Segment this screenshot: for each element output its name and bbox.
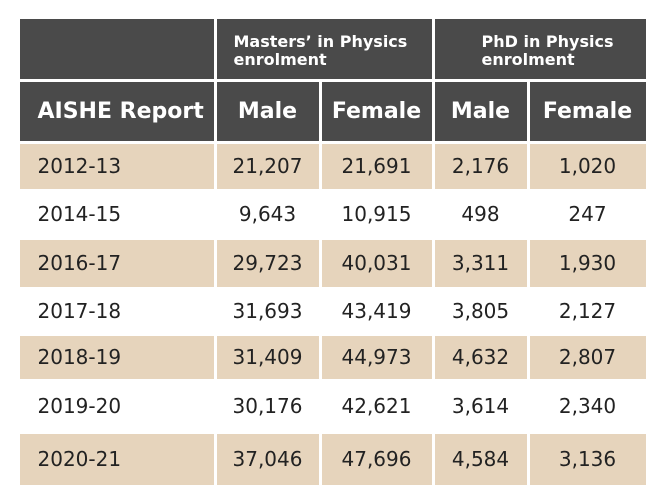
table-cell-text: 42,621: [341, 394, 412, 418]
table-cell: 4,584: [434, 433, 527, 485]
row-label-text: 2020-21: [37, 447, 122, 471]
table-cell-text: 40,031: [341, 251, 412, 275]
table-cell-text: 47,696: [341, 447, 412, 471]
table-cell: 29,723: [216, 239, 319, 287]
row-label-text: 2014-15: [37, 202, 122, 226]
header-blank: [19, 18, 214, 79]
table-cell-text: 2,340: [558, 394, 617, 418]
column-header: Female: [321, 81, 432, 141]
table-cell-text: 1,930: [558, 251, 617, 275]
table-cell-text: 31,409: [232, 345, 303, 369]
table-cell-text: 30,176: [232, 394, 303, 418]
group-header: PhD in Physics enrolment: [434, 18, 646, 79]
table-cell: 247: [530, 192, 646, 237]
table-cell: 31,693: [217, 290, 319, 333]
row-label: 2018-19: [19, 335, 214, 379]
group-header: Masters’ in Physics enrolment: [216, 18, 432, 79]
row-label: 2020-21: [19, 433, 214, 485]
table-cell: 43,419: [322, 290, 432, 333]
row-label-text: 2018-19: [37, 345, 122, 369]
table-cell-text: 3,805: [451, 299, 510, 323]
group-header-text: Masters’ in Physics enrolment: [233, 31, 408, 69]
table-cell: 9,643: [217, 192, 319, 237]
table-cell-text: 43,419: [341, 299, 412, 323]
table-cell: 2,176: [434, 143, 527, 189]
table-cell-text: 44,973: [341, 345, 412, 369]
table-cell: 37,046: [216, 433, 319, 485]
table-cell-text: 21,691: [341, 154, 412, 178]
table-cell-text: 29,723: [232, 251, 303, 275]
table-cell-text: 3,311: [451, 251, 510, 275]
table-cell-text: 247: [568, 202, 607, 226]
row-label: 2017-18: [20, 290, 214, 333]
table-cell-text: 1,020: [558, 154, 617, 178]
table-cell: 3,136: [529, 433, 646, 485]
table-cell-text: 9,643: [238, 202, 297, 226]
table-cell: 10,915: [322, 192, 432, 237]
table-cell-text: 10,915: [341, 202, 412, 226]
column-header-text: Male: [237, 98, 298, 124]
row-label-text: 2016-17: [37, 251, 122, 275]
column-header-text: Female: [542, 98, 633, 124]
table-cell: 40,031: [321, 239, 432, 287]
row-label: 2014-15: [20, 192, 214, 237]
column-header: Male: [216, 81, 319, 141]
row-label-text: 2019-20: [37, 394, 122, 418]
table-cell: 3,805: [435, 290, 527, 333]
row-label: 2016-17: [19, 239, 214, 287]
table-cell: 1,930: [529, 239, 646, 287]
table-cell-text: 2,807: [558, 345, 617, 369]
table-cell-text: 2,176: [451, 154, 510, 178]
row-label-text: 2012-13: [37, 154, 122, 178]
table-cell: 3,614: [435, 382, 527, 431]
table-cell-text: 3,614: [451, 394, 510, 418]
row-label: 2012-13: [19, 143, 214, 189]
row-label-text: 2017-18: [37, 299, 122, 323]
table-cell: 2,340: [530, 382, 646, 431]
table-cell-text: 4,632: [451, 345, 510, 369]
table-cell: 1,020: [529, 143, 646, 189]
table-cell-text: 37,046: [232, 447, 303, 471]
table-cell: 4,632: [434, 335, 527, 379]
table-cell-text: 2,127: [558, 299, 617, 323]
table-cell: 2,807: [529, 335, 646, 379]
corner-header-text: AISHE Report: [37, 98, 204, 124]
table-cell: 498: [435, 192, 527, 237]
column-header-text: Female: [331, 98, 422, 124]
row-label: 2019-20: [20, 382, 214, 431]
table-cell: 3,311: [434, 239, 527, 287]
table-cell: 44,973: [321, 335, 432, 379]
table-cell-text: 21,207: [232, 154, 303, 178]
table-cell: 31,409: [216, 335, 319, 379]
table-cell-text: 498: [461, 202, 500, 226]
table-cell-text: 4,584: [451, 447, 510, 471]
table-cell: 30,176: [217, 382, 319, 431]
table-cell: 47,696: [321, 433, 432, 485]
corner-header: AISHE Report: [19, 81, 214, 141]
column-header-text: Male: [450, 98, 511, 124]
table-cell-text: 31,693: [232, 299, 303, 323]
table-cell: 21,691: [321, 143, 432, 189]
table-cell-text: 3,136: [558, 447, 617, 471]
table-cell: 42,621: [322, 382, 432, 431]
column-header: Male: [434, 81, 527, 141]
table-cell: 2,127: [530, 290, 646, 333]
table-cell: 21,207: [216, 143, 319, 189]
column-header: Female: [529, 81, 646, 141]
group-header-text: PhD in Physics enrolment: [481, 31, 614, 69]
